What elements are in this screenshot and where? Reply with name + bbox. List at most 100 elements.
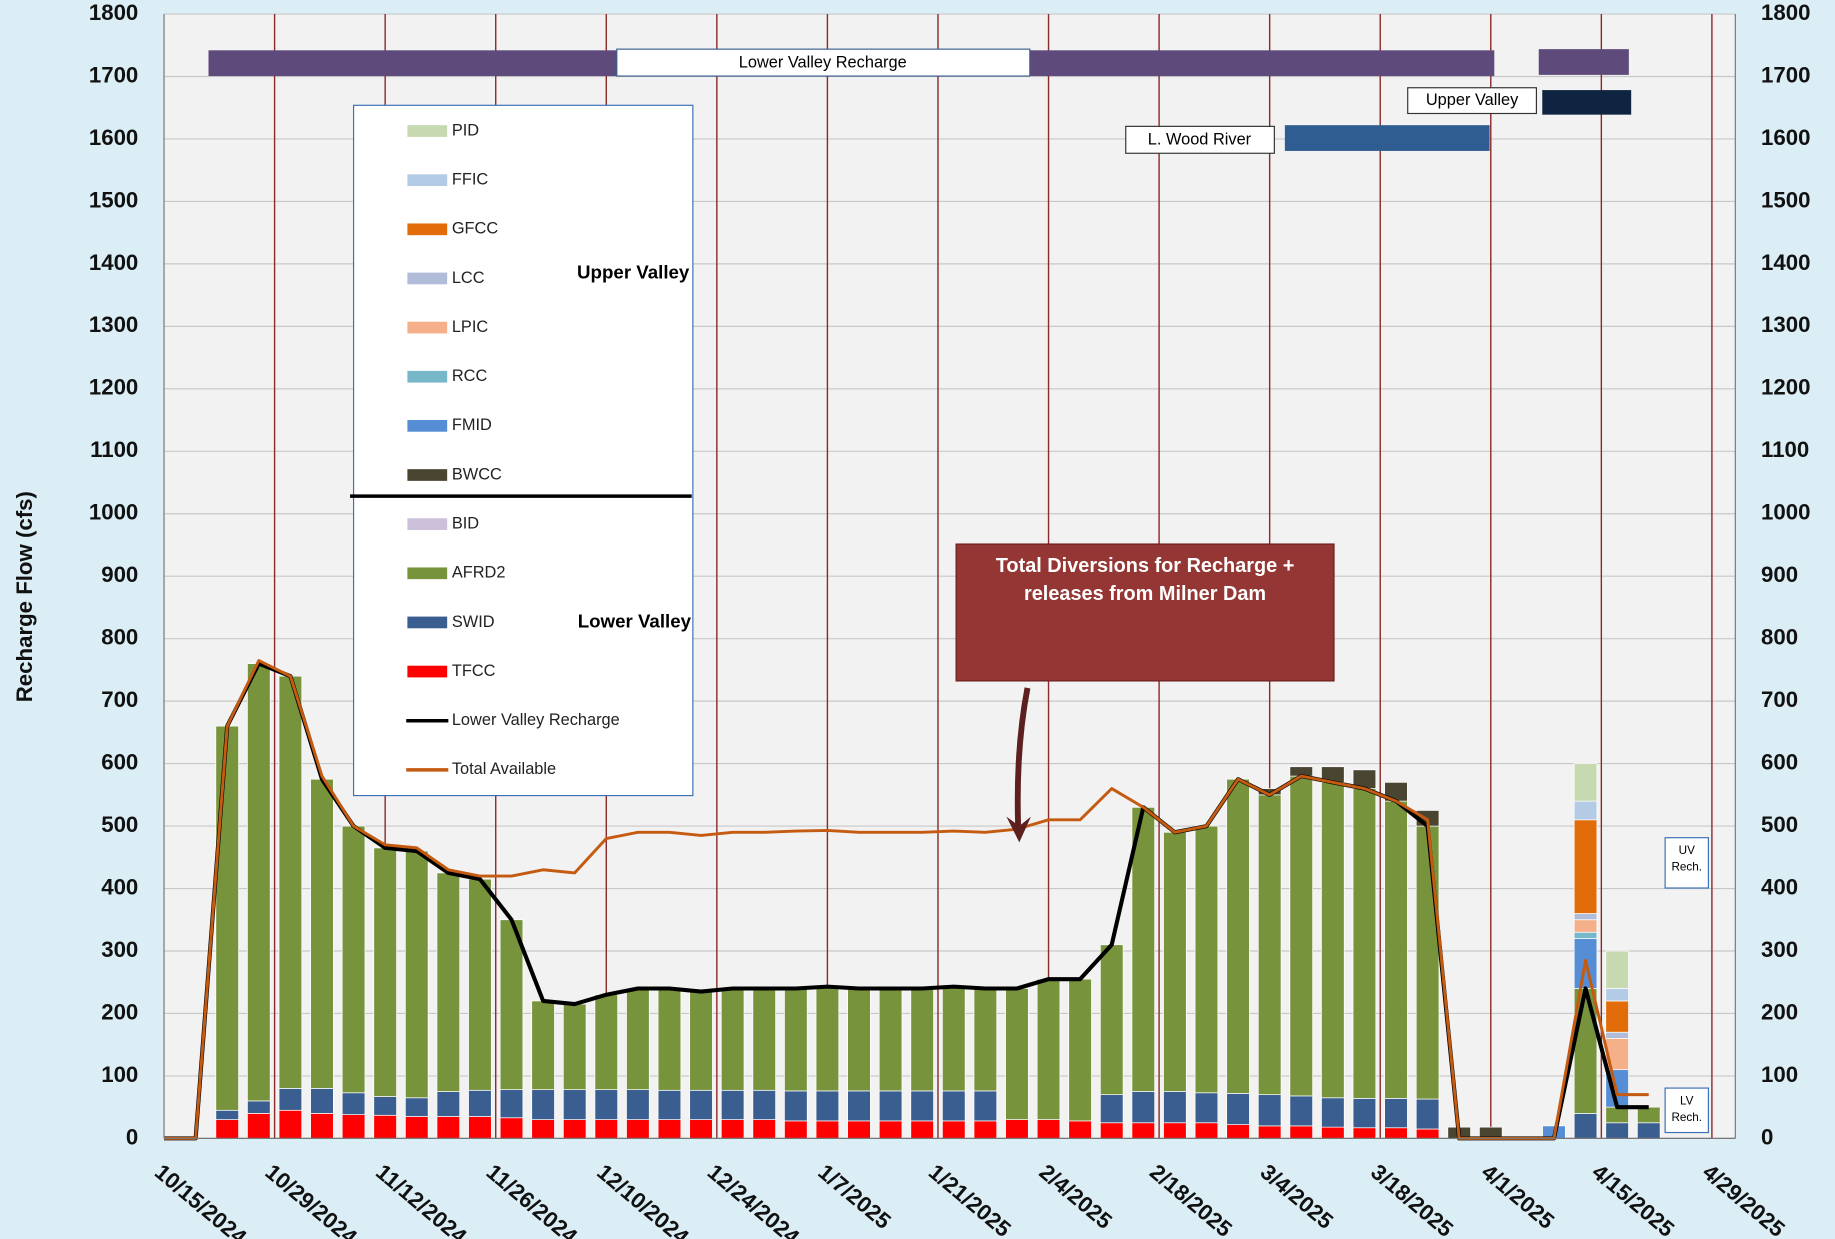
legend-swatch bbox=[407, 272, 448, 285]
bar-segment bbox=[752, 988, 776, 1091]
y2-tick-label: 1000 bbox=[1761, 500, 1810, 525]
legend-label: LPIC bbox=[452, 318, 489, 336]
bar-segment bbox=[1573, 931, 1598, 939]
timeline-label: Lower Valley Recharge bbox=[739, 54, 907, 72]
bar-segment bbox=[405, 850, 429, 1099]
bar-segment bbox=[1068, 1120, 1092, 1139]
bar-segment bbox=[531, 1000, 555, 1091]
bar-segment bbox=[1289, 1095, 1313, 1127]
bar-segment bbox=[278, 675, 303, 1089]
bar-segment bbox=[436, 1091, 461, 1117]
y-tick-label: 1200 bbox=[89, 375, 138, 400]
bar-segment bbox=[1099, 1122, 1124, 1139]
legend-group: Lower Valley bbox=[578, 610, 692, 631]
legend-label: FMID bbox=[452, 416, 492, 434]
y-tick-label: 1500 bbox=[89, 187, 138, 212]
bar-segment bbox=[1573, 913, 1598, 921]
timeline-bar bbox=[1542, 90, 1632, 115]
bar-segment bbox=[1352, 788, 1377, 1099]
bar-segment bbox=[1605, 1106, 1629, 1124]
bar-segment bbox=[1415, 1098, 1440, 1130]
y-tick-label: 1000 bbox=[89, 500, 138, 525]
bar-segment bbox=[942, 986, 966, 1092]
bar-segment bbox=[310, 1113, 334, 1139]
bar-segment bbox=[373, 1096, 397, 1116]
bar-segment bbox=[626, 988, 650, 1091]
bar-segment bbox=[847, 988, 871, 1092]
bar-segment bbox=[1131, 1122, 1156, 1139]
y2-tick-label: 600 bbox=[1761, 749, 1798, 774]
bar-segment bbox=[499, 1117, 524, 1139]
bar-segment bbox=[626, 1089, 650, 1120]
bar-segment bbox=[784, 1090, 808, 1122]
y-tick-label: 800 bbox=[101, 625, 138, 650]
bar-segment bbox=[247, 1100, 271, 1114]
lines bbox=[164, 659, 1649, 1141]
y2-tick-label: 700 bbox=[1761, 687, 1798, 712]
bar-segment bbox=[815, 1120, 840, 1139]
bar-segment bbox=[1226, 1093, 1250, 1125]
bar-segment bbox=[1384, 1127, 1408, 1139]
bar-segment bbox=[910, 1090, 934, 1122]
bar-segment bbox=[720, 988, 745, 1091]
marker-box bbox=[1664, 1087, 1709, 1134]
legend-swatch bbox=[407, 567, 448, 580]
y-tick-label: 700 bbox=[101, 687, 138, 712]
y2-tick-label: 800 bbox=[1761, 625, 1798, 650]
legend-label: AFRD2 bbox=[452, 564, 506, 582]
bar-segment bbox=[373, 1114, 397, 1139]
bar-segment bbox=[847, 1090, 871, 1122]
bar-segment bbox=[1573, 919, 1598, 933]
legend-swatch bbox=[407, 420, 448, 432]
arrow-head bbox=[1006, 816, 1031, 843]
bar-segment bbox=[436, 872, 461, 1092]
bar-segment bbox=[278, 1109, 303, 1139]
legend-label: RCC bbox=[452, 367, 488, 385]
bar-segment bbox=[1257, 1094, 1282, 1127]
legend-swatch bbox=[407, 665, 448, 678]
bar-segment bbox=[973, 1120, 998, 1139]
bar-segment bbox=[1415, 825, 1440, 1100]
legend-swatch bbox=[407, 518, 448, 530]
legend-label: TFCC bbox=[452, 662, 496, 680]
bar-segment bbox=[341, 825, 366, 1094]
bar-segment bbox=[973, 1090, 998, 1122]
legend-label: LCC bbox=[452, 269, 485, 287]
y-tick-label: 600 bbox=[101, 749, 138, 774]
bar-segment bbox=[531, 1089, 555, 1120]
y2-tick-label: 1400 bbox=[1761, 250, 1810, 275]
legend-swatch bbox=[407, 321, 448, 334]
legend-swatch bbox=[407, 370, 448, 383]
y-tick-label: 0 bbox=[126, 1124, 138, 1149]
bar-segment bbox=[1605, 988, 1629, 1002]
bar-segment bbox=[910, 988, 934, 1092]
bar-segment bbox=[341, 1114, 366, 1139]
bar-segment bbox=[720, 1119, 745, 1139]
bar-segment bbox=[1352, 1098, 1377, 1129]
y-tick-label: 200 bbox=[101, 999, 138, 1024]
legend-label: PID bbox=[452, 121, 479, 139]
bar-segment bbox=[468, 1116, 492, 1139]
y2-tick-label: 1700 bbox=[1761, 62, 1810, 87]
y-tick-label: 1700 bbox=[89, 62, 138, 87]
bar-segment bbox=[1384, 800, 1408, 1099]
bar-segment bbox=[1637, 1106, 1661, 1124]
bar-segment bbox=[1605, 950, 1629, 989]
bar-segment bbox=[215, 725, 239, 1111]
bar-segment bbox=[1637, 1122, 1661, 1139]
bar-segment bbox=[499, 1089, 524, 1119]
timeline-label-box bbox=[1125, 125, 1275, 154]
bar-segment bbox=[1352, 1127, 1377, 1139]
legend-box bbox=[352, 104, 694, 797]
y2-tick-label: 1800 bbox=[1761, 0, 1810, 25]
y-tick-label: 1100 bbox=[90, 437, 138, 462]
bar-segment bbox=[1321, 1126, 1345, 1139]
bar-segment bbox=[1257, 1125, 1282, 1139]
y-axis-title: Recharge Flow (cfs) bbox=[12, 491, 37, 702]
y-tick-label: 500 bbox=[101, 812, 138, 837]
bar-segment bbox=[310, 1088, 334, 1114]
y2-tick-label: 200 bbox=[1761, 999, 1798, 1024]
bar-segment bbox=[1163, 831, 1187, 1092]
bar-segment bbox=[1573, 1113, 1598, 1139]
